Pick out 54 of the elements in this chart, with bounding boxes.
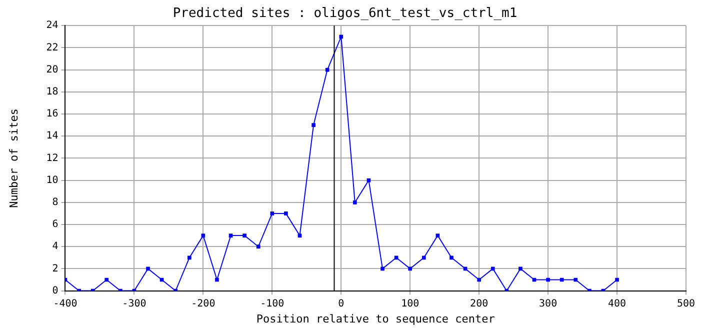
x-tick-label: 500 bbox=[676, 298, 696, 310]
point bbox=[298, 234, 302, 238]
point bbox=[325, 68, 330, 72]
point bbox=[546, 278, 550, 282]
point bbox=[518, 266, 522, 271]
y-tick-label: 6 bbox=[52, 219, 58, 230]
point bbox=[104, 278, 109, 282]
y-tick-label: 12 bbox=[46, 152, 58, 164]
point bbox=[394, 256, 398, 260]
point bbox=[436, 234, 440, 238]
y-tick-label: 16 bbox=[46, 108, 58, 120]
y-tick-label: 10 bbox=[46, 174, 58, 186]
point bbox=[380, 266, 384, 271]
point bbox=[339, 34, 344, 39]
chart-title: Predicted sites : oligos_6nt_test_vs_ctrl_m1 bbox=[172, 6, 518, 22]
point bbox=[353, 200, 357, 204]
point bbox=[560, 278, 564, 282]
point bbox=[490, 266, 495, 271]
point bbox=[242, 234, 246, 238]
x-tick-label: 200 bbox=[470, 298, 488, 310]
x-tick-label: -300 bbox=[122, 298, 146, 310]
y-tick-label: 2 bbox=[52, 263, 58, 274]
y-tick-label: 0 bbox=[52, 285, 58, 296]
y-tick-label: 20 bbox=[46, 64, 58, 76]
point bbox=[284, 212, 288, 216]
y-tick-label: 8 bbox=[52, 196, 58, 208]
x-tick-label: -200 bbox=[191, 298, 216, 310]
y-tick-label: 14 bbox=[46, 130, 58, 142]
x-tick-label: 400 bbox=[608, 298, 626, 310]
point bbox=[201, 234, 206, 238]
point bbox=[477, 278, 481, 282]
point bbox=[574, 278, 578, 282]
point bbox=[312, 123, 316, 127]
y-tick-label: 24 bbox=[46, 20, 58, 32]
y-tick-label: 18 bbox=[46, 86, 58, 98]
point bbox=[408, 266, 412, 271]
point bbox=[256, 244, 260, 249]
point bbox=[422, 256, 426, 260]
y-tick-label: 4 bbox=[52, 241, 58, 252]
x-tick-label: 100 bbox=[401, 298, 420, 310]
point bbox=[615, 278, 619, 282]
point bbox=[270, 212, 274, 216]
point bbox=[215, 278, 219, 282]
x-axis-title: Position relative to sequence center bbox=[256, 312, 496, 326]
x-tick-label: -400 bbox=[53, 298, 78, 310]
x-tick-label: 300 bbox=[539, 298, 558, 310]
point bbox=[450, 256, 454, 260]
y-axis-title: Number of sites bbox=[7, 108, 20, 208]
point bbox=[228, 234, 233, 238]
x-tick-label: 0 bbox=[338, 298, 344, 310]
point bbox=[146, 266, 150, 271]
x-tick-label: -100 bbox=[260, 298, 284, 310]
point bbox=[187, 256, 192, 260]
y-tick-label: 22 bbox=[46, 42, 58, 54]
